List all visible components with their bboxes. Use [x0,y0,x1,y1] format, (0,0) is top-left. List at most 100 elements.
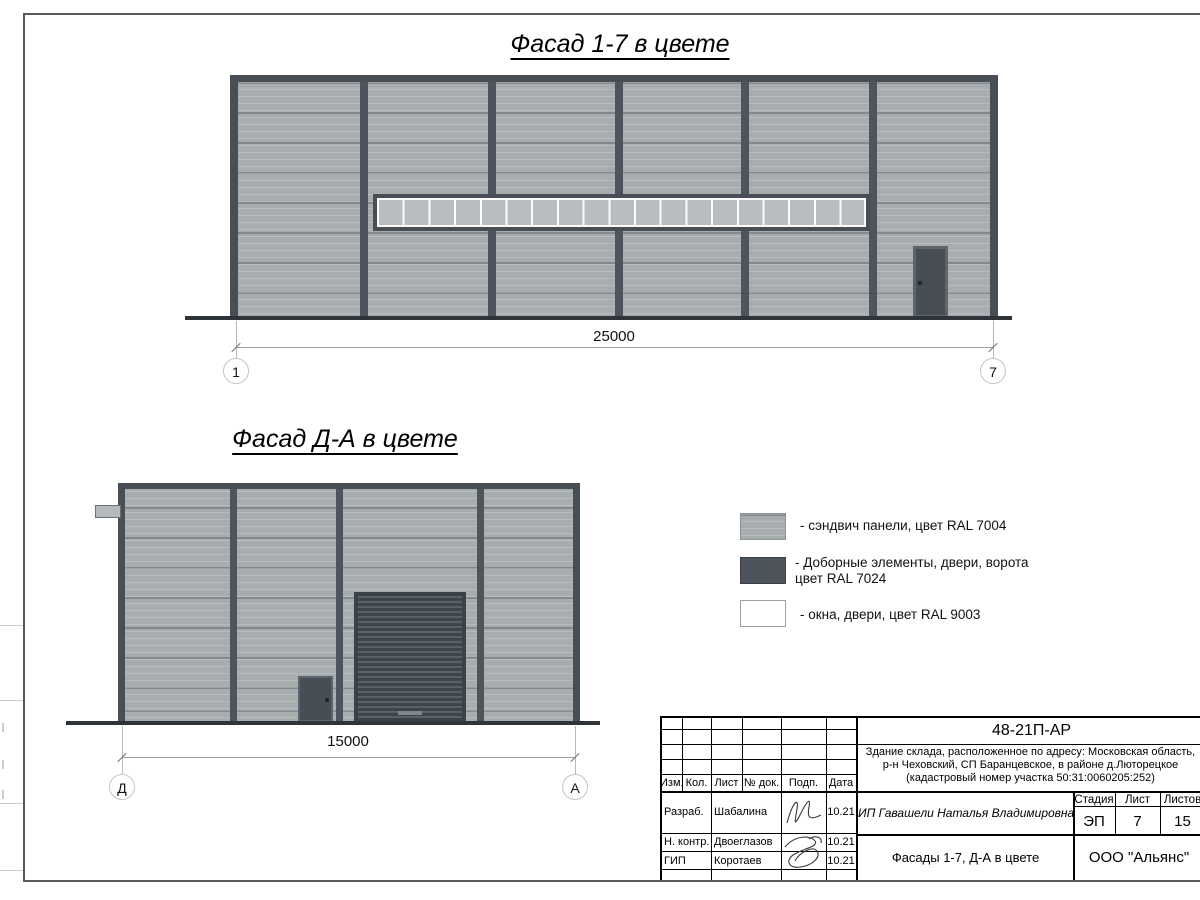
facade1-axis-right: 7 [980,358,1006,384]
tb-grid [682,716,683,791]
tb-description-1: Здание склада, расположенное по адресу: … [865,746,1196,758]
facade1-mullion [869,82,877,318]
legend-swatch-white [740,600,786,627]
facade1-dimension: 25000 [593,328,635,345]
tb-grid [1115,791,1116,834]
tb-header-doc: № док. [743,777,780,789]
tb-grid [781,716,782,880]
facade2-mullion [230,489,237,722]
tb-name-nkontr: Двоеглазов [714,836,773,848]
door-handle [325,698,329,702]
tb-grid [660,851,856,852]
facade2-ext-right [575,726,576,774]
facade2-axis-left: Д [109,774,135,800]
sheet-frame-left [23,13,25,882]
titleblock-border [856,716,858,880]
tb-doc-number: 48-21П-АР [991,722,1072,739]
tb-name-razrab: Шабалина [714,806,768,818]
facade1-ext-right [993,321,994,358]
facade2-ext-left [122,726,123,774]
titleblock-border [660,791,1200,793]
tb-grid [711,716,712,880]
margin-mark [2,723,4,732]
signature-gip [784,836,822,868]
tb-stage-header: Стадия [1074,794,1114,806]
tb-role-gip: ГИП [664,855,686,867]
margin-mark [2,790,4,799]
facade1-ground [185,316,1012,320]
tb-sheet-title: Фасады 1-7, Д-А в цвете [891,850,1040,865]
facade1-building [230,75,998,318]
tb-grid [660,869,856,870]
tb-header-izm: Изм. [660,777,684,789]
legend-swatch-panels [740,513,786,540]
tb-role-razrab: Разраб. [664,806,704,818]
tb-grid [660,774,856,775]
facade2-title: Фасад Д-А в цвете [232,425,458,453]
facade2-axis-right: А [562,774,588,800]
tb-role-nkontr: Н. контр. [664,836,710,848]
titleblock-border [660,716,662,880]
facade1-title: Фасад 1-7 в цвете [510,30,730,58]
titleblock-border [1073,791,1075,880]
facade2-ground [66,721,600,725]
facade2-mullion [336,489,343,722]
tb-client: ИП Гавашели Наталья Владимировна [858,806,1075,820]
tb-listov-value: 15 [1174,813,1191,830]
margin-line [0,803,23,804]
tb-grid [1073,806,1200,807]
tb-list-header: Лист [1125,794,1150,806]
margin-line [0,700,23,701]
tb-grid [826,716,827,880]
tb-grid [660,833,856,834]
tb-company: ООО "Альянс" [1088,849,1190,866]
door-handle [918,281,922,285]
tb-grid [660,759,856,760]
tb-grid [660,729,856,730]
legend-swatch-dark [740,557,786,584]
tb-date-gip: 10.21 [827,855,855,867]
legend-label-dark-2: цвет RAL 7024 [795,571,887,586]
facade2-building [118,483,580,722]
facade1-mullion [360,82,368,318]
tb-name-gip: Коротаев [714,855,762,867]
facade2-dimension: 15000 [327,733,369,750]
tb-stage-value: ЭП [1083,813,1105,830]
signature-razrab [786,800,822,824]
margin-line [0,870,23,871]
tb-description-2: р-н Чеховский, СП Баранцевское, в районе… [882,759,1179,771]
facade1-ext-left [236,321,237,358]
facade2-mullion [477,489,484,722]
tb-header-kol: Кол. [685,777,708,789]
tb-header-list: Лист [714,777,739,789]
margin-line [0,625,23,626]
margin-mark [2,760,4,769]
facade2-gutter [95,505,121,518]
sheet-frame-bottom [23,880,1200,882]
facade1-dim-line [236,347,993,348]
legend-label-white: - окна, двери, цвет RAL 9003 [800,607,981,622]
facade2-door [298,676,333,722]
gate-handle [398,711,422,715]
tb-header-podp: Подп. [788,777,819,789]
tb-date-nkontr: 10.21 [827,836,855,848]
facade2-dim-line [122,757,575,758]
facade2-gate [354,592,466,722]
facade1-axis-left: 1 [223,358,249,384]
tb-grid [856,744,1200,745]
tb-grid [660,744,856,745]
legend-label-dark-1: - Доборные элементы, двери, ворота [795,555,1029,570]
tb-list-value: 7 [1133,813,1142,830]
tb-description-3: (кадастровый номер участка 50:31:0060205… [906,772,1155,784]
titleblock-border [660,716,1200,718]
tb-header-data: Дата [828,777,854,789]
titleblock-border [856,834,1200,836]
tb-listov-header: Листов [1163,794,1200,806]
tb-date-razrab: 10.21 [827,806,855,818]
sheet-frame-top [23,13,1200,15]
facade1-window-band [373,194,870,231]
tb-grid [1160,791,1161,834]
facade1-door [913,246,948,318]
legend-label-panels: - сэндвич панели, цвет RAL 7004 [800,518,1007,533]
